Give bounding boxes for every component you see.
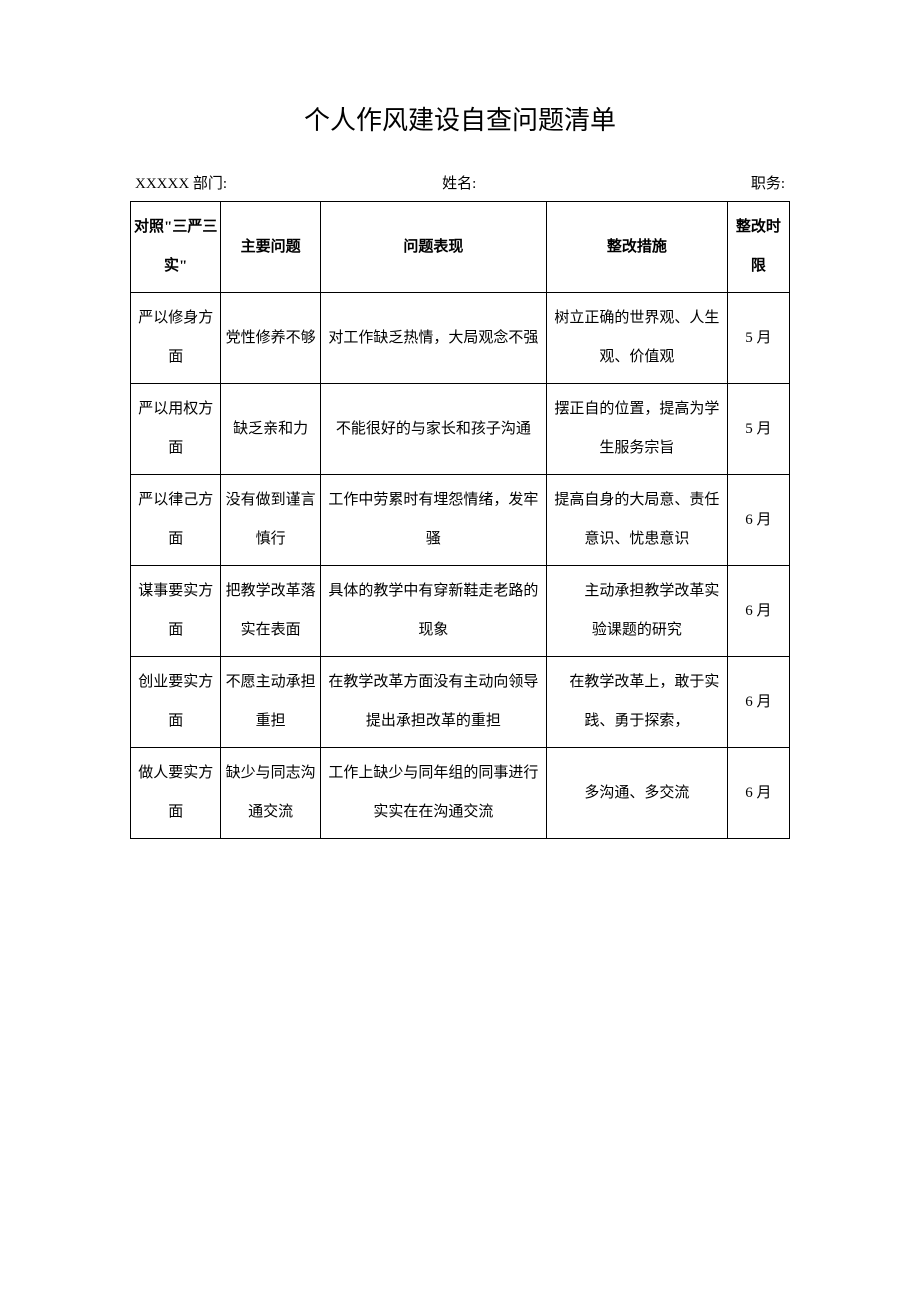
department-label: XXXXX 部门: [135, 172, 227, 193]
cell-measure: 多沟通、多交流 [546, 748, 727, 839]
cell-aspect: 谋事要实方面 [131, 566, 221, 657]
cell-deadline: 6 月 [727, 657, 789, 748]
cell-issue: 党性修养不够 [221, 293, 320, 384]
cell-issue: 缺乏亲和力 [221, 384, 320, 475]
header-issue: 主要问题 [221, 202, 320, 293]
header-deadline: 整改时限 [727, 202, 789, 293]
page-title: 个人作风建设自查问题清单 [130, 100, 790, 137]
name-label: 姓名: [442, 172, 476, 193]
cell-measure: 树立正确的世界观、人生观、价值观 [546, 293, 727, 384]
cell-aspect: 创业要实方面 [131, 657, 221, 748]
cell-measure: 主动承担教学改革实验课题的研究 [546, 566, 727, 657]
info-row: XXXXX 部门: 姓名: 职务: [130, 172, 790, 193]
cell-manifestation: 在教学改革方面没有主动向领导提出承担改革的重担 [320, 657, 546, 748]
cell-measure: 在教学改革上，敢于实践、勇于探索， [546, 657, 727, 748]
cell-deadline: 5 月 [727, 293, 789, 384]
cell-aspect: 严以律己方面 [131, 475, 221, 566]
cell-manifestation: 对工作缺乏热情，大局观念不强 [320, 293, 546, 384]
self-inspection-table: 对照"三严三实" 主要问题 问题表现 整改措施 整改时限 严以修身方面 党性修养… [130, 201, 790, 839]
cell-issue: 没有做到谨言慎行 [221, 475, 320, 566]
cell-issue: 缺少与同志沟通交流 [221, 748, 320, 839]
cell-deadline: 6 月 [727, 748, 789, 839]
cell-aspect: 做人要实方面 [131, 748, 221, 839]
cell-manifestation: 具体的教学中有穿新鞋走老路的现象 [320, 566, 546, 657]
cell-aspect: 严以修身方面 [131, 293, 221, 384]
header-manifestation: 问题表现 [320, 202, 546, 293]
table-row: 创业要实方面 不愿主动承担重担 在教学改革方面没有主动向领导提出承担改革的重担 … [131, 657, 790, 748]
cell-measure: 摆正自的位置，提高为学生服务宗旨 [546, 384, 727, 475]
cell-manifestation: 工作上缺少与同年组的同事进行实实在在沟通交流 [320, 748, 546, 839]
table-row: 做人要实方面 缺少与同志沟通交流 工作上缺少与同年组的同事进行实实在在沟通交流 … [131, 748, 790, 839]
cell-issue: 把教学改革落实在表面 [221, 566, 320, 657]
header-aspect: 对照"三严三实" [131, 202, 221, 293]
cell-manifestation: 工作中劳累时有埋怨情绪，发牢骚 [320, 475, 546, 566]
cell-issue: 不愿主动承担重担 [221, 657, 320, 748]
cell-measure: 提高自身的大局意、责任意识、忧患意识 [546, 475, 727, 566]
table-row: 谋事要实方面 把教学改革落实在表面 具体的教学中有穿新鞋走老路的现象 主动承担教… [131, 566, 790, 657]
position-label: 职务: [751, 172, 785, 193]
table-header-row: 对照"三严三实" 主要问题 问题表现 整改措施 整改时限 [131, 202, 790, 293]
table-row: 严以修身方面 党性修养不够 对工作缺乏热情，大局观念不强 树立正确的世界观、人生… [131, 293, 790, 384]
table-row: 严以用权方面 缺乏亲和力 不能很好的与家长和孩子沟通 摆正自的位置，提高为学生服… [131, 384, 790, 475]
table-row: 严以律己方面 没有做到谨言慎行 工作中劳累时有埋怨情绪，发牢骚 提高自身的大局意… [131, 475, 790, 566]
cell-deadline: 6 月 [727, 566, 789, 657]
header-measure: 整改措施 [546, 202, 727, 293]
cell-deadline: 6 月 [727, 475, 789, 566]
cell-manifestation: 不能很好的与家长和孩子沟通 [320, 384, 546, 475]
cell-aspect: 严以用权方面 [131, 384, 221, 475]
cell-deadline: 5 月 [727, 384, 789, 475]
